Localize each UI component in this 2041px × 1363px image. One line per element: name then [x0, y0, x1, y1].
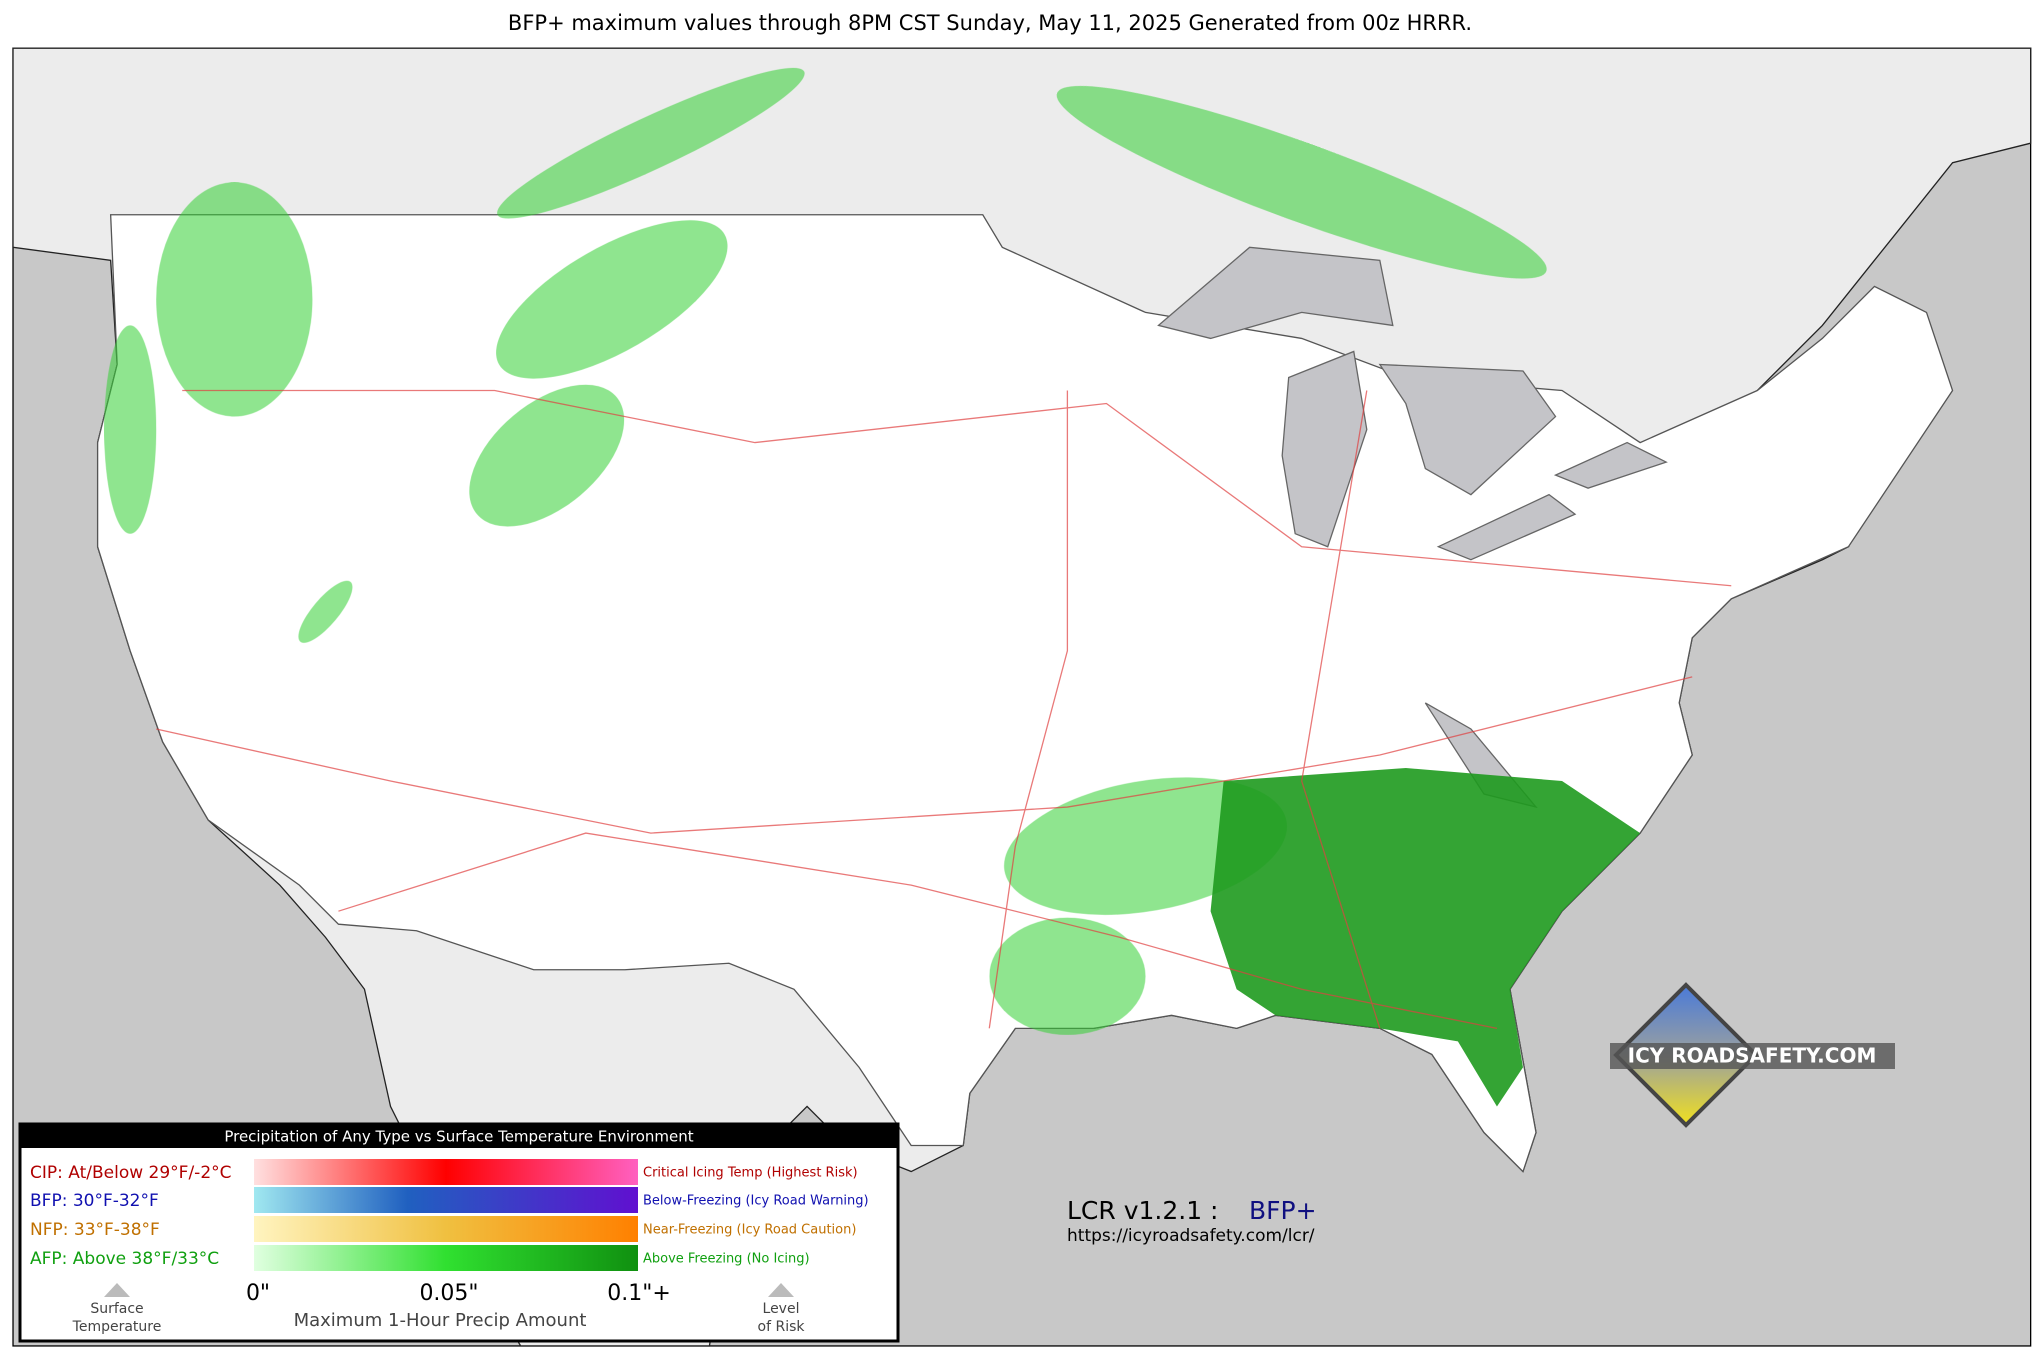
legend-header: Precipitation of Any Type vs Surface Tem…: [224, 1128, 693, 1146]
legend-tick: 0.1"+: [607, 1281, 671, 1306]
product-url: https://icyroadsafety.com/lcr/: [1067, 1226, 1315, 1246]
legend-label: CIP: At/Below 29°F/-2°C: [30, 1163, 232, 1183]
legend-description: Below-Freezing (Icy Road Warning): [643, 1194, 869, 1209]
legend-left-label: Surface: [90, 1301, 143, 1317]
legend-left-label: Temperature: [72, 1319, 162, 1335]
legend-label: NFP: 33°F-38°F: [30, 1220, 160, 1240]
legend-description: Near-Freezing (Icy Road Caution): [643, 1223, 856, 1238]
legend: Precipitation of Any Type vs Surface Tem…: [18, 1122, 900, 1343]
legend-tick: 0": [246, 1281, 270, 1306]
legend-label: BFP: 30°F-32°F: [30, 1191, 159, 1211]
product-name: BFP+: [1249, 1196, 1317, 1225]
legend-right-label: of Risk: [758, 1319, 806, 1335]
title: BFP+ maximum values through 8PM CST Sund…: [508, 11, 1472, 35]
logo: ICY ROADSAFETY.COM: [1610, 982, 1895, 1128]
logo-text: ICY ROADSAFETY.COM: [1628, 1044, 1877, 1068]
legend-description: Critical Icing Temp (Highest Risk): [643, 1166, 858, 1181]
product-version: LCR v1.2.1 :: [1067, 1196, 1218, 1225]
legend-tick: 0.05": [419, 1281, 478, 1306]
legend-axis-label: Maximum 1-Hour Precip Amount: [294, 1310, 587, 1331]
legend-label: AFP: Above 38°F/33°C: [30, 1249, 219, 1269]
legend-description: Above Freezing (No Icing): [643, 1252, 810, 1267]
legend-right-label: Level: [763, 1301, 800, 1317]
